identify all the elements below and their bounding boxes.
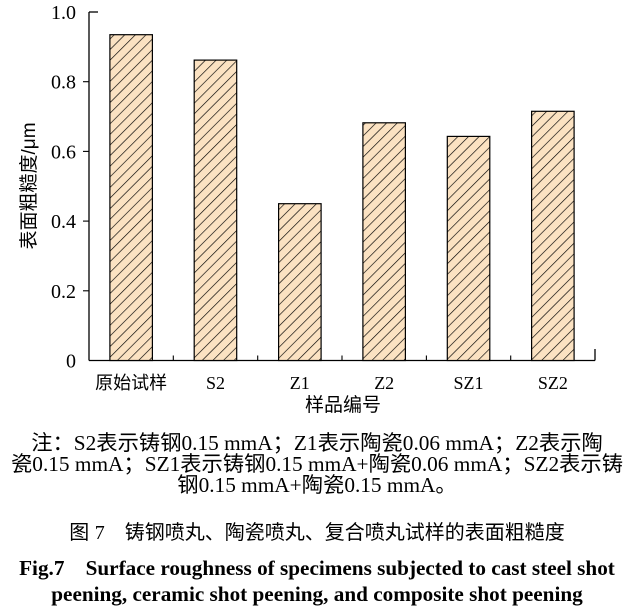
svg-text:Z2: Z2	[374, 373, 394, 393]
svg-text:原始试样: 原始试样	[95, 373, 167, 393]
svg-text:表面粗糙度/μm: 表面粗糙度/μm	[18, 122, 40, 249]
svg-text:0.6: 0.6	[51, 141, 76, 163]
svg-text:Fig.7 Surface roughness of spe: Fig.7 Surface roughness of specimens sub…	[19, 556, 615, 580]
svg-text:0: 0	[66, 351, 76, 373]
svg-text:0.4: 0.4	[51, 211, 76, 233]
svg-text:0.8: 0.8	[51, 72, 76, 94]
svg-text:1.0: 1.0	[51, 2, 76, 24]
svg-text:peening, ceramic shot peening,: peening, ceramic shot peening, and compo…	[51, 582, 583, 606]
svg-text:SZ2: SZ2	[538, 373, 568, 393]
svg-text:钢0.15 mmA+陶瓷0.15 mmA。: 钢0.15 mmA+陶瓷0.15 mmA。	[177, 473, 456, 497]
svg-text:SZ1: SZ1	[453, 373, 483, 393]
svg-text:图 7 铸钢喷丸、陶瓷喷丸、复合喷丸试样的表面粗糙度: 图 7 铸钢喷丸、陶瓷喷丸、复合喷丸试样的表面粗糙度	[69, 521, 565, 544]
svg-text:Z1: Z1	[290, 373, 310, 393]
svg-text:S2: S2	[206, 373, 225, 393]
svg-text:0.2: 0.2	[51, 281, 76, 303]
svg-text:样品编号: 样品编号	[305, 394, 381, 416]
